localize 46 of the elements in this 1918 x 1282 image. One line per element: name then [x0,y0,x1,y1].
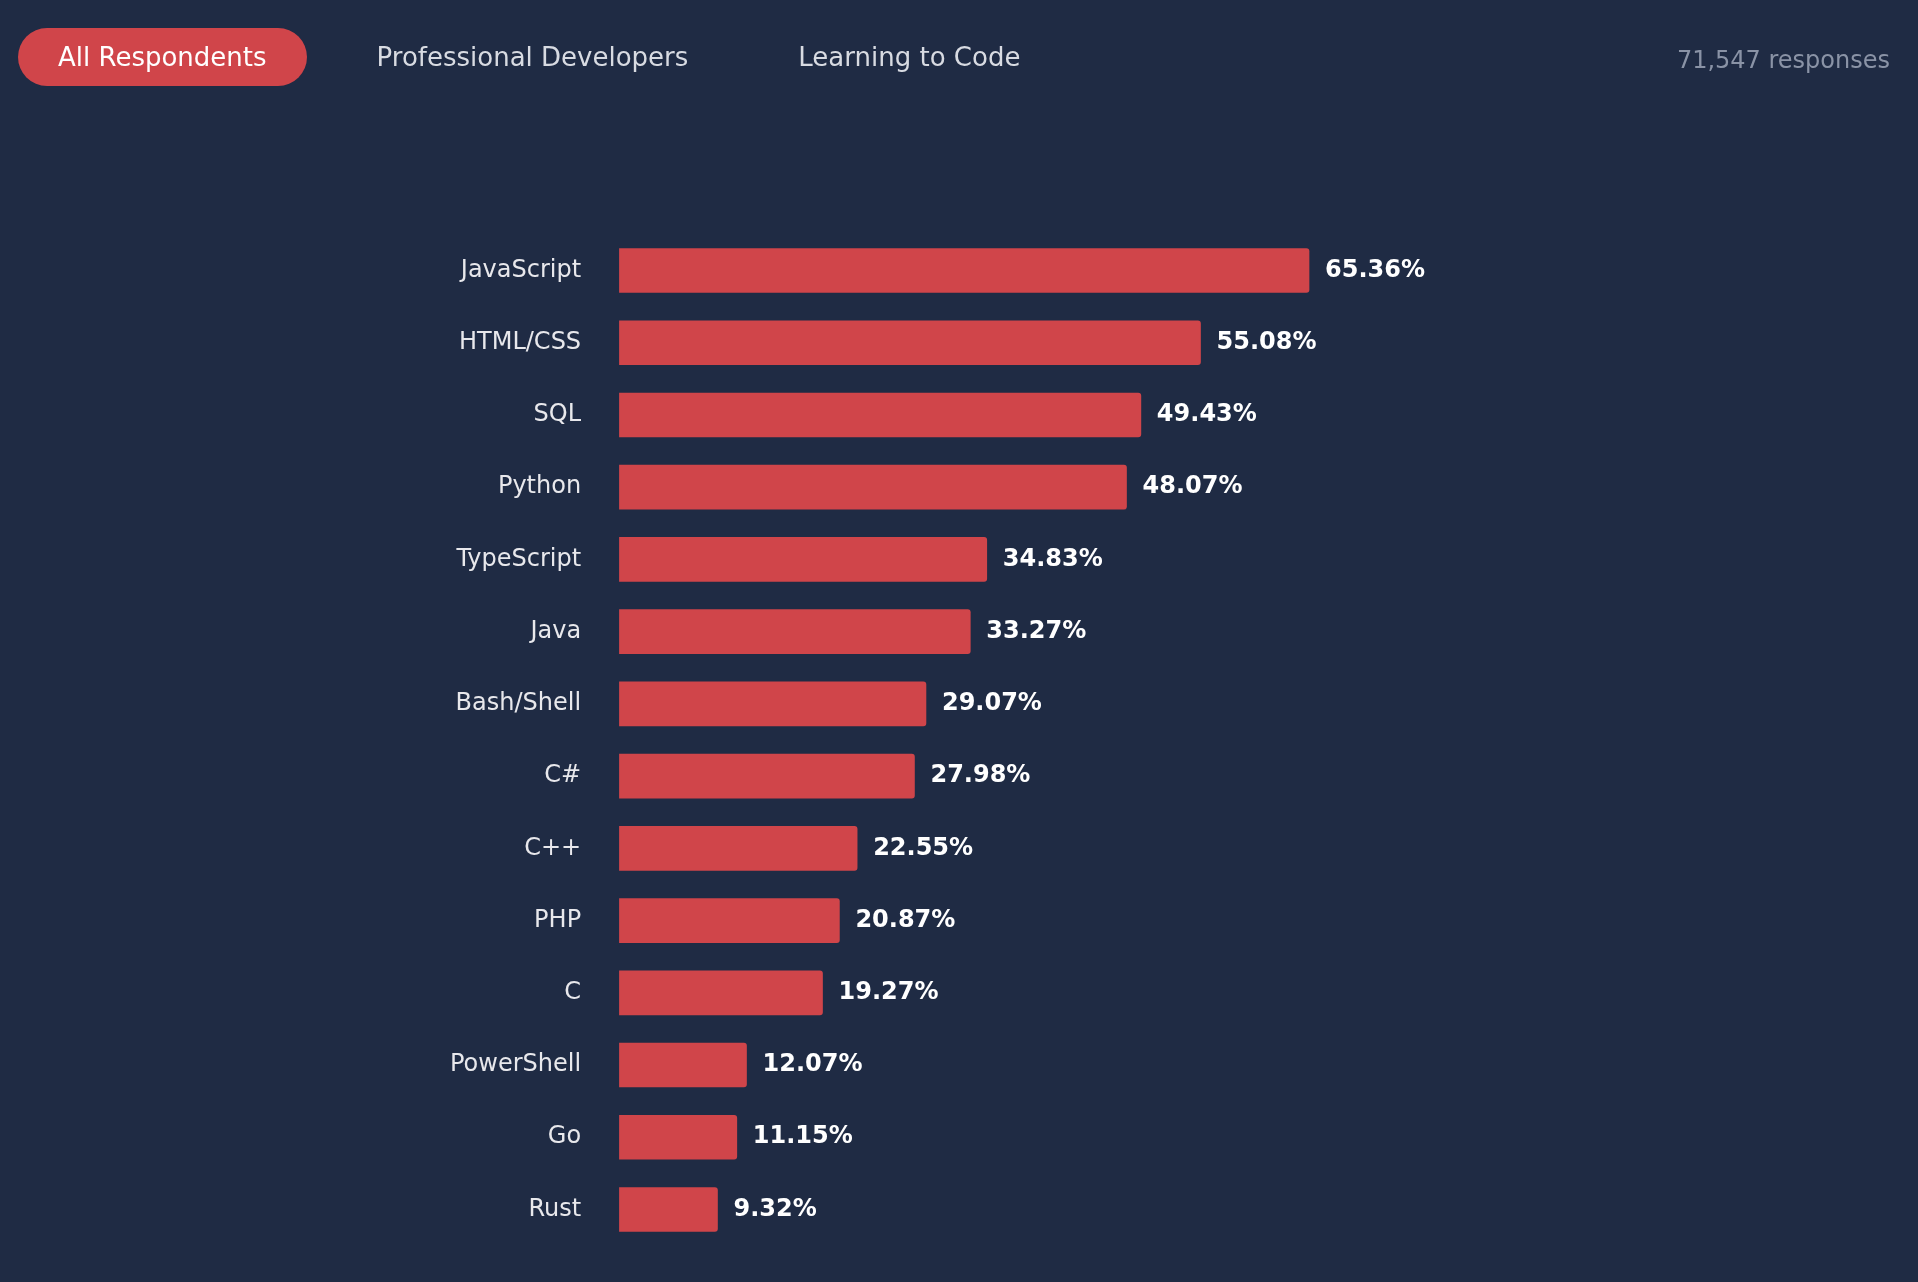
bar [619,1042,747,1088]
data-label: 20.87% [855,904,956,933]
y-tick-label: Bash/Shell [455,688,582,717]
text: Professional Developers [375,41,690,74]
data-label: 55.08% [1216,326,1317,355]
y-tick-label: PowerShell [450,1049,582,1078]
data-label: 11.15% [752,1121,853,1150]
y-tick-label: C# [544,760,582,789]
bar [619,537,988,582]
bar [619,898,840,943]
data-label: 29.07% [941,688,1042,717]
data-label: 49.43% [1156,399,1257,428]
bar [619,753,915,799]
bar [619,1114,738,1160]
data-label: 65.36% [1325,254,1425,283]
bar [619,970,823,1016]
text: Learning to Code [797,41,1022,74]
bar [619,681,927,727]
y-tick-label: Rust [528,1193,582,1222]
y-tick-label: HTML/CSS [459,326,582,355]
bar [619,609,971,654]
data-label: 27.98% [930,760,1031,789]
y-tick-label: Go [547,1121,582,1150]
data-label: 12.07% [762,1049,863,1078]
data-label: 34.83% [1002,543,1103,572]
bar [619,826,858,871]
y-tick-label: JavaScript [458,254,582,283]
y-tick-label: Java [528,615,582,644]
y-tick-label: C++ [524,832,582,861]
bar [619,464,1127,510]
y-tick-label: Python [497,471,582,500]
bar [619,1187,718,1232]
data-label: 9.32% [733,1193,817,1222]
bar [619,248,1310,293]
data-label: 33.27% [986,615,1087,644]
bar [619,320,1201,366]
y-tick-label: TypeScript [455,543,582,572]
data-label: 19.27% [838,977,939,1006]
y-tick-label: C [564,977,582,1006]
data-label: 22.55% [873,832,974,861]
bar [619,392,1142,438]
data-label: 48.07% [1142,471,1243,500]
y-tick-label: SQL [533,399,582,428]
text: All Respondents [18,28,307,86]
text: 71,547 responses [1676,46,1890,74]
y-tick-label: PHP [534,904,582,933]
